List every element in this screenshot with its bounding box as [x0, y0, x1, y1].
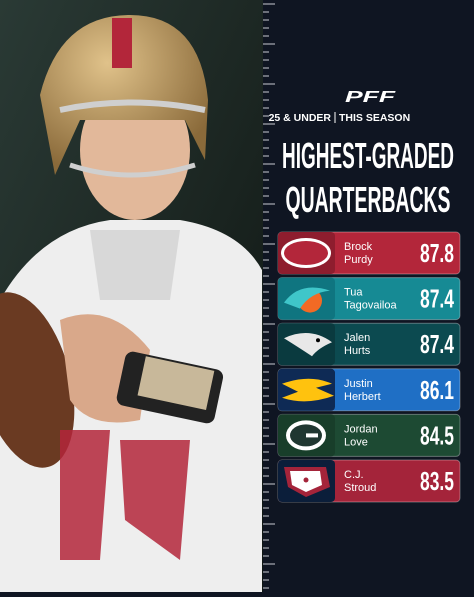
logo: PFF	[345, 89, 397, 106]
team-logo	[316, 338, 320, 343]
team-logo	[284, 287, 330, 309]
team-logo	[284, 333, 332, 357]
team-logo	[281, 238, 331, 268]
team-logo	[282, 378, 334, 402]
team-logo	[286, 420, 326, 451]
grade: 84.5	[420, 420, 454, 450]
team-logo	[303, 477, 309, 483]
last-name: Stroud	[344, 482, 376, 494]
first-name: Brock	[344, 241, 373, 253]
team-logo	[284, 241, 328, 265]
first-name: Jordan	[344, 423, 378, 435]
grade: 87.4	[420, 329, 454, 359]
team-logo	[284, 467, 330, 497]
player-photo	[0, 0, 263, 592]
grade: 87.4	[420, 284, 454, 314]
grade: 86.1	[420, 375, 454, 405]
first-name: C.J.	[344, 469, 364, 481]
team-logo	[284, 333, 332, 357]
row: C.J.Stroud 83.5	[277, 459, 461, 503]
title: QUARTERBACKS	[286, 179, 451, 220]
last-name: Tagovailoa	[344, 300, 397, 312]
first-name: Justin	[344, 378, 373, 390]
subtitle: 25 & UNDER	[269, 112, 332, 124]
subtitle: THIS SEASON	[339, 112, 410, 124]
last-name: Purdy	[344, 254, 373, 266]
team-logo	[282, 378, 334, 402]
team-logo	[284, 287, 330, 313]
team-logo	[306, 433, 318, 438]
title: HIGHEST-GRADED	[282, 135, 454, 176]
last-name: Love	[344, 436, 368, 448]
first-name: Jalen	[344, 332, 370, 344]
header: PFF 25 & UNDER THIS SEASON HIGHEST-GRADE…	[269, 89, 454, 220]
first-name: Tua	[344, 287, 363, 299]
last-name: Herbert	[344, 391, 381, 403]
grade: 83.5	[420, 466, 454, 496]
ruler	[263, 3, 275, 589]
last-name: Hurts	[344, 345, 371, 357]
grade: 87.8	[420, 238, 454, 268]
